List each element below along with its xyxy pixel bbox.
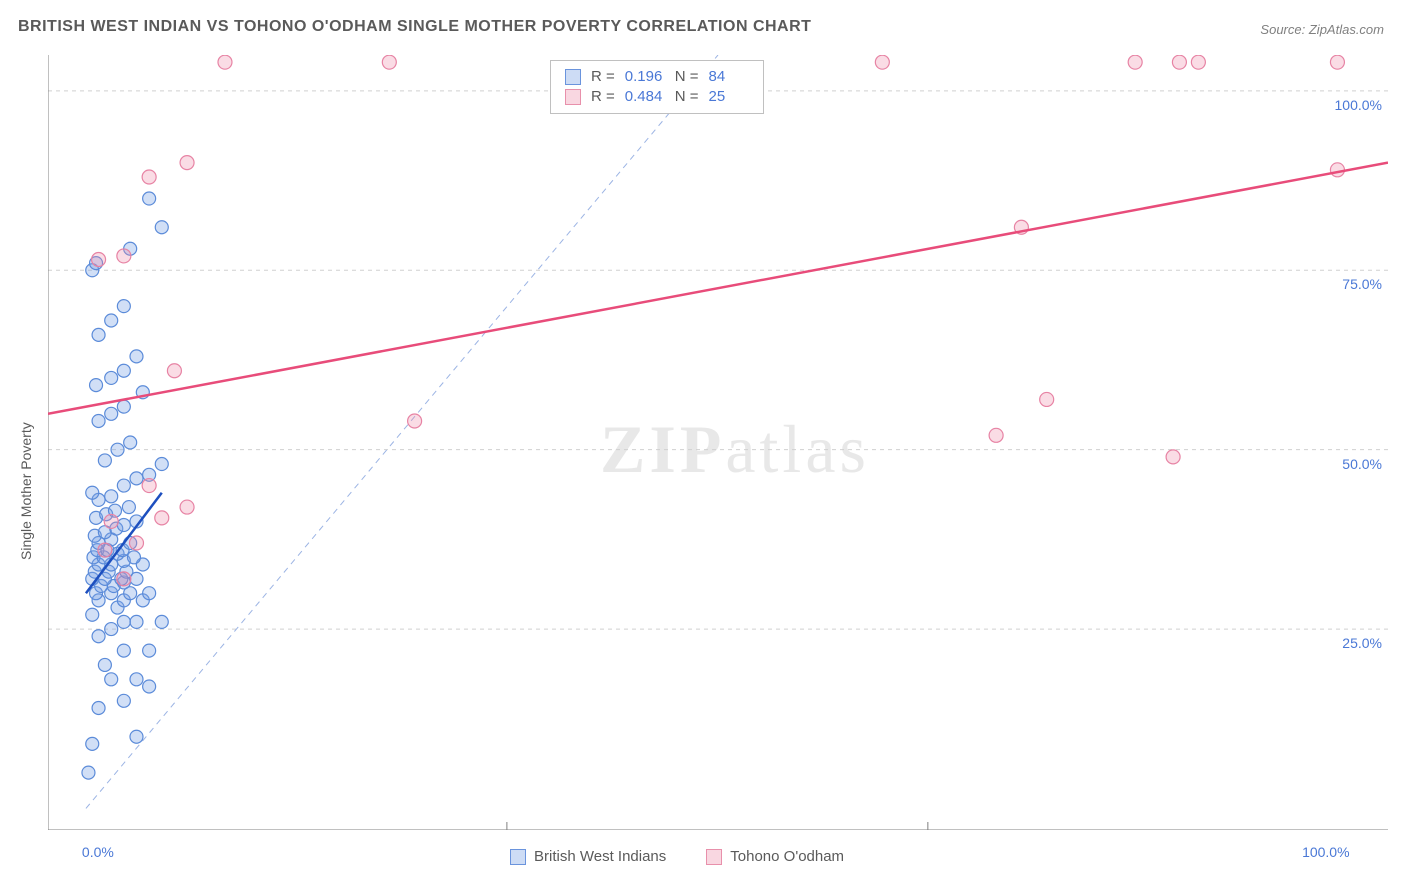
point-bwi	[105, 673, 118, 686]
point-bwi	[105, 490, 118, 503]
point-bwi	[143, 680, 156, 693]
y-tick-label: 100.0%	[1335, 97, 1382, 113]
x-tick-label: 0.0%	[82, 844, 114, 860]
point-bwi	[105, 407, 118, 420]
legend-label: Tohono O'odham	[730, 848, 844, 865]
source-value: ZipAtlas.com	[1309, 22, 1384, 37]
point-to	[1166, 450, 1180, 464]
point-to	[1330, 55, 1344, 69]
correlation-legend-row: R = 0.196 N = 84	[565, 67, 749, 87]
point-bwi	[127, 551, 140, 564]
n-label: N =	[675, 67, 699, 87]
point-bwi	[105, 371, 118, 384]
point-to	[408, 414, 422, 428]
y-tick-label: 75.0%	[1342, 276, 1382, 292]
source-attribution: Source: ZipAtlas.com	[1260, 22, 1384, 37]
point-to	[92, 253, 106, 267]
point-to	[1040, 392, 1054, 406]
point-to	[117, 249, 131, 263]
r-label: R =	[591, 87, 615, 107]
point-to	[98, 543, 112, 557]
point-bwi	[98, 454, 111, 467]
source-label: Source:	[1260, 22, 1305, 37]
point-bwi	[117, 479, 130, 492]
point-to	[142, 479, 156, 493]
legend-swatch	[706, 849, 722, 865]
point-bwi	[130, 350, 143, 363]
point-bwi	[86, 486, 99, 499]
point-to	[1128, 55, 1142, 69]
point-bwi	[92, 630, 105, 643]
point-to	[155, 511, 169, 525]
legend-item-to: Tohono O'odham	[706, 848, 844, 865]
point-bwi	[130, 472, 143, 485]
point-bwi	[90, 379, 103, 392]
point-bwi	[130, 730, 143, 743]
y-tick-label: 50.0%	[1342, 456, 1382, 472]
point-to	[218, 55, 232, 69]
point-bwi	[122, 501, 135, 514]
point-bwi	[92, 328, 105, 341]
point-bwi	[98, 658, 111, 671]
n-value: 25	[709, 87, 749, 107]
point-bwi	[117, 364, 130, 377]
correlation-legend-row: R = 0.484 N = 25	[565, 87, 749, 107]
point-to	[1330, 163, 1344, 177]
point-to	[180, 500, 194, 514]
point-bwi	[117, 694, 130, 707]
legend-swatch	[565, 89, 581, 105]
chart-title: BRITISH WEST INDIAN VS TOHONO O'ODHAM SI…	[18, 18, 811, 36]
point-bwi	[117, 615, 130, 628]
point-bwi	[143, 587, 156, 600]
scatter-plot	[48, 55, 1388, 830]
series-legend: British West Indians Tohono O'odham	[510, 848, 844, 865]
point-to	[382, 55, 396, 69]
point-to	[875, 55, 889, 69]
point-bwi	[117, 519, 130, 532]
point-to	[180, 156, 194, 170]
point-to	[104, 514, 118, 528]
point-to	[129, 536, 143, 550]
n-label: N =	[675, 87, 699, 107]
n-value: 84	[709, 67, 749, 87]
point-to	[1191, 55, 1205, 69]
point-to	[167, 364, 181, 378]
legend-swatch	[565, 69, 581, 85]
point-bwi	[130, 615, 143, 628]
point-bwi	[82, 766, 95, 779]
point-bwi	[155, 221, 168, 234]
point-bwi	[117, 300, 130, 313]
point-to	[142, 170, 156, 184]
point-bwi	[111, 443, 124, 456]
trend-line-to	[48, 163, 1388, 414]
point-bwi	[130, 673, 143, 686]
point-bwi	[155, 615, 168, 628]
r-label: R =	[591, 67, 615, 87]
point-bwi	[155, 458, 168, 471]
point-bwi	[117, 400, 130, 413]
point-bwi	[105, 314, 118, 327]
point-bwi	[86, 737, 99, 750]
y-tick-label: 25.0%	[1342, 635, 1382, 651]
legend-label: British West Indians	[534, 848, 666, 865]
point-bwi	[92, 702, 105, 715]
point-to	[117, 572, 131, 586]
y-axis-label: Single Mother Poverty	[18, 422, 34, 560]
point-bwi	[143, 192, 156, 205]
point-bwi	[124, 436, 137, 449]
correlation-legend: R = 0.196 N = 84 R = 0.484 N = 25	[550, 60, 764, 114]
point-to	[989, 428, 1003, 442]
legend-item-bwi: British West Indians	[510, 848, 666, 865]
point-bwi	[117, 644, 130, 657]
point-bwi	[86, 608, 99, 621]
x-tick-label: 100.0%	[1302, 844, 1349, 860]
r-value: 0.196	[625, 67, 665, 87]
legend-swatch	[510, 849, 526, 865]
point-bwi	[92, 414, 105, 427]
point-bwi	[143, 644, 156, 657]
point-to	[1172, 55, 1186, 69]
r-value: 0.484	[625, 87, 665, 107]
point-bwi	[105, 623, 118, 636]
